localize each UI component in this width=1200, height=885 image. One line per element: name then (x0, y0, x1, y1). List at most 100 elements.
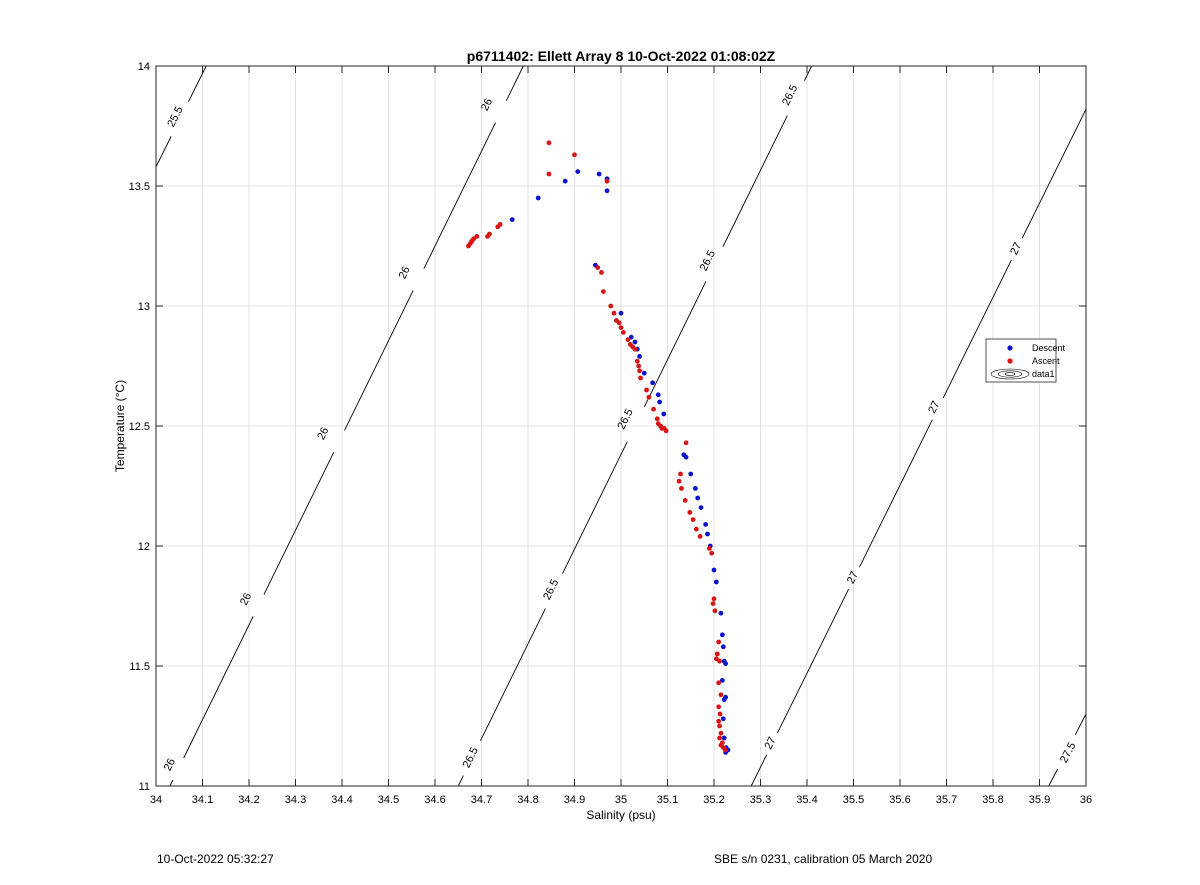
descent-point (720, 644, 726, 650)
ascent-point (679, 486, 684, 491)
descent-point (641, 370, 647, 376)
ascent-point (634, 358, 640, 364)
contour-line-25-5 (188, 65, 207, 102)
ascent-point (717, 735, 722, 741)
descent-point (723, 661, 729, 666)
ascent-point (711, 596, 717, 602)
x-tick-label: 34.4 (331, 794, 352, 806)
descent-point (705, 531, 710, 537)
contour-line-26-5 (722, 115, 788, 247)
contour-line-25-5 (155, 136, 172, 168)
ascent-point (678, 471, 683, 477)
legend-data1-label: data1 (1032, 369, 1055, 379)
ascent-point (636, 363, 642, 369)
legend-ascent-marker (1007, 358, 1013, 364)
y-tick-label: 13.5 (129, 181, 150, 193)
ascent-point (716, 639, 722, 645)
contour-line-27 (859, 419, 933, 568)
ascent-point (637, 368, 642, 374)
ascent-point (712, 608, 718, 614)
contour-label: 27 (926, 399, 942, 415)
legend-ascent-label: Ascent (1032, 356, 1060, 366)
ascent-point (620, 330, 626, 335)
y-tick-label: 11 (139, 781, 150, 793)
ascent-point (717, 711, 723, 717)
ascent-point (710, 601, 716, 606)
ascent-point (716, 704, 722, 710)
contour-label: 26 (479, 97, 495, 113)
x-tick-label: 35.2 (703, 794, 724, 806)
x-tick-label: 34.2 (238, 794, 259, 806)
descent-point (604, 188, 610, 194)
footer-calibration: SBE s/n 0231, calibration 05 March 2020 (714, 852, 933, 866)
ascent-point (716, 680, 722, 686)
ascent-point (599, 270, 604, 275)
data-points (466, 140, 731, 755)
descent-point (711, 567, 717, 573)
contour-label: 27 (763, 735, 779, 751)
ascent-point (646, 394, 652, 400)
x-tick-label: 35.9 (1029, 794, 1050, 806)
descent-point (650, 380, 656, 386)
contour-line-26 (183, 616, 254, 759)
descent-point (683, 454, 689, 460)
ascent-point (487, 231, 492, 237)
ascent-point (618, 325, 624, 330)
contour-label: 27 (845, 569, 861, 585)
x-tick-label: 35.4 (796, 794, 817, 806)
descent-point (718, 610, 724, 616)
y-tick-label: 14 (138, 61, 150, 73)
descent-point (713, 579, 719, 585)
descent-point (562, 178, 568, 184)
ascent-point (663, 428, 669, 434)
x-tick-label: 34.6 (424, 794, 445, 806)
contour-line-26-5 (480, 608, 546, 741)
ascent-point (697, 534, 703, 539)
x-tick-label: 35.1 (657, 794, 678, 806)
ascent-point (608, 303, 614, 309)
ascent-point (716, 718, 722, 724)
ascent-point (714, 651, 720, 657)
y-tick-label: 13 (138, 301, 150, 313)
descent-point (719, 632, 725, 638)
x-tick-label: 35.5 (843, 794, 864, 806)
ascent-point (690, 517, 696, 522)
x-tick-label: 35.6 (889, 794, 910, 806)
descent-point (703, 522, 709, 527)
descent-point (698, 505, 704, 510)
contour-label: 26 (315, 425, 331, 441)
legend-descent-marker (1007, 345, 1013, 351)
ascent-point (693, 526, 699, 532)
contour-line-26 (344, 290, 414, 431)
ascent-point (616, 320, 622, 326)
ascent-point (676, 478, 682, 484)
ascent-point (497, 222, 503, 227)
ascent-point (595, 265, 601, 270)
contour-label: 26.5 (698, 249, 718, 274)
descent-point (693, 486, 698, 491)
descent-point (637, 354, 642, 359)
x-tick-label: 34.7 (471, 794, 492, 806)
ascent-point (718, 692, 724, 698)
ascent-point (651, 406, 656, 412)
contour-line-26 (423, 122, 496, 269)
ascent-point (654, 416, 660, 422)
ascent-point (722, 747, 728, 753)
x-tick-label: 34.8 (517, 794, 538, 806)
contour-label: 27.5 (1058, 741, 1078, 766)
descent-point (657, 399, 662, 405)
descent-point (596, 171, 602, 177)
contour-line-26-5 (804, 65, 813, 81)
ascent-point (706, 546, 712, 551)
legend-descent-label: Descent (1032, 343, 1066, 353)
ascent-point (683, 440, 689, 446)
descent-point (661, 411, 667, 417)
contour-line-26-5 (643, 281, 707, 408)
contour-line-26 (169, 779, 174, 787)
contour-label: 26 (397, 265, 413, 281)
ascent-point (644, 387, 649, 393)
descent-point (535, 195, 541, 201)
y-tick-label: 11.5 (129, 661, 150, 673)
contour-label: 26.5 (541, 577, 561, 602)
legend-box (985, 338, 1057, 383)
